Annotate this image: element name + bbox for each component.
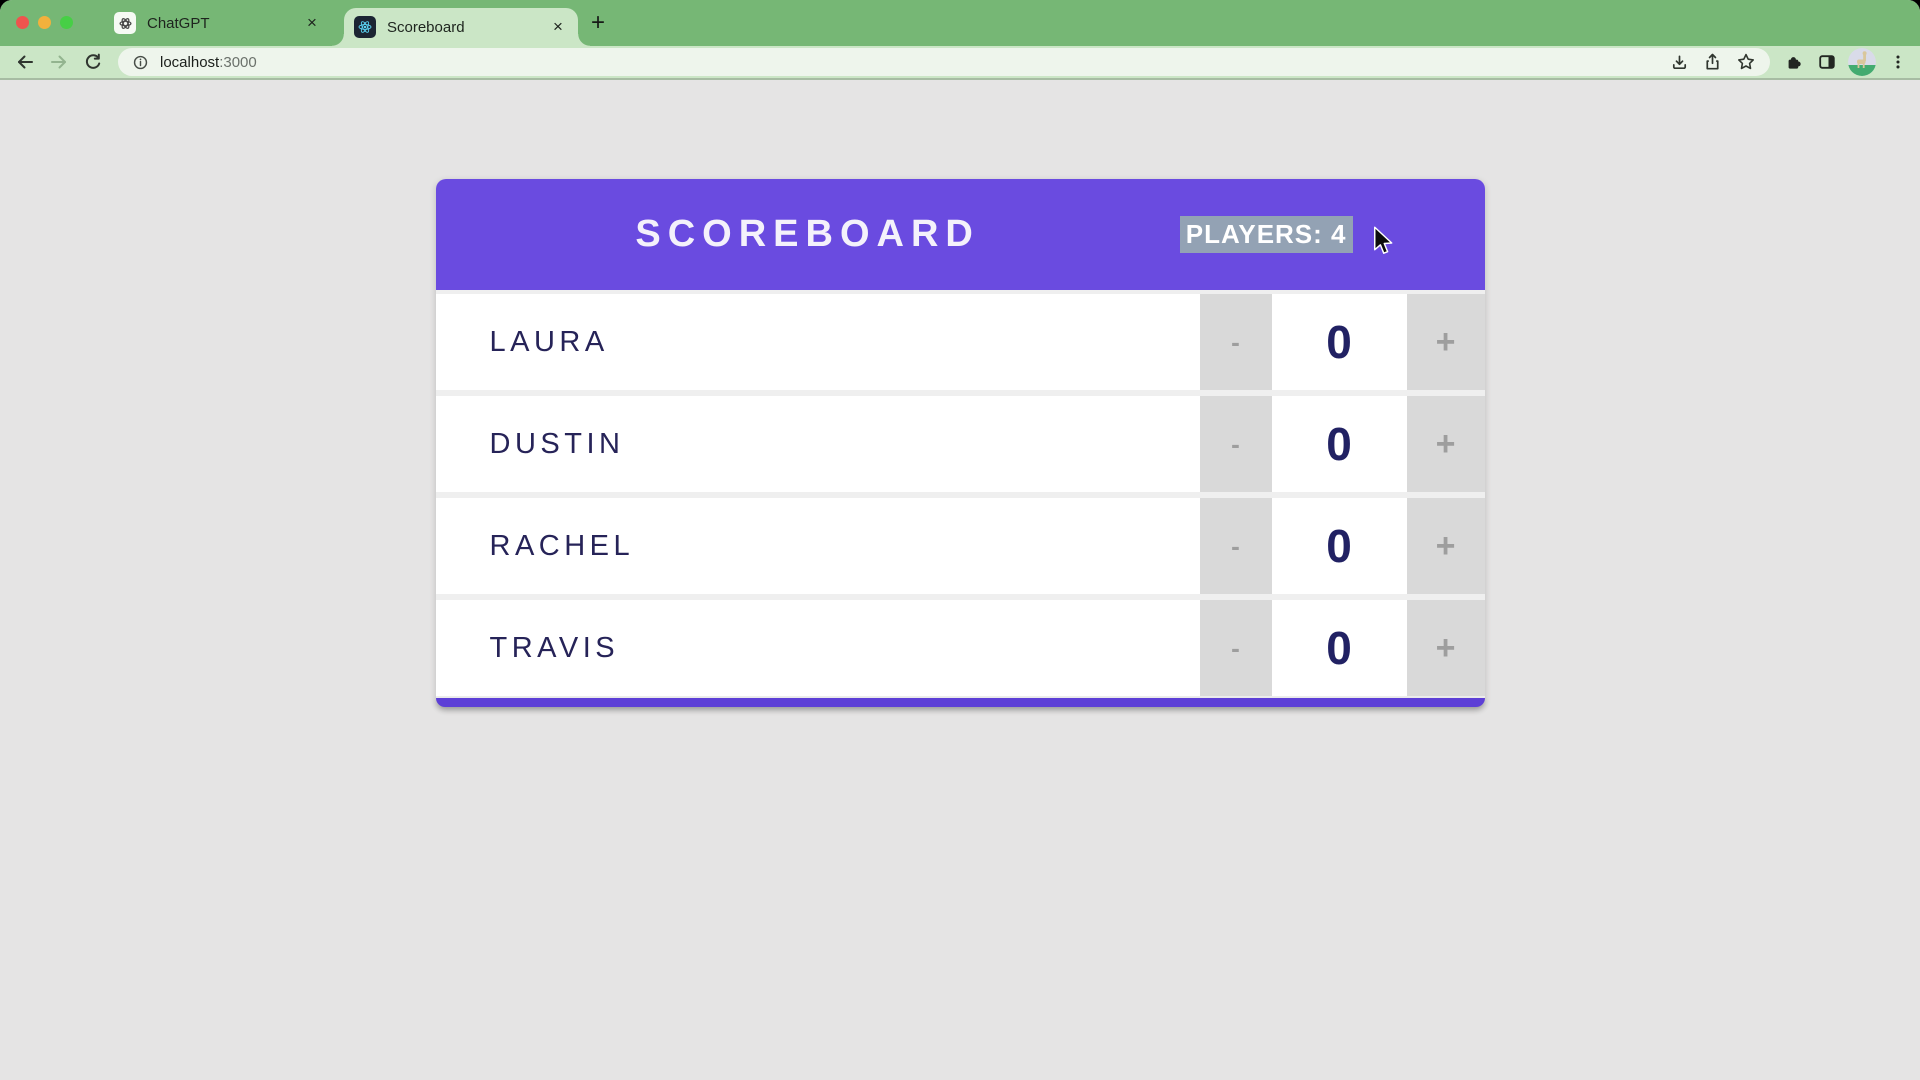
traffic-lights	[16, 16, 73, 29]
chatgpt-favicon-icon	[114, 12, 136, 34]
increment-button[interactable]: +	[1406, 294, 1485, 390]
mouse-cursor	[1374, 226, 1393, 254]
page-title: SCOREBOARD	[635, 213, 980, 255]
card-bottom-accent	[435, 698, 1485, 707]
increment-button[interactable]: +	[1406, 498, 1485, 594]
extensions-puzzle-icon[interactable]	[1784, 52, 1805, 73]
increment-button[interactable]: +	[1406, 600, 1485, 696]
page-content: SCOREBOARD PLAYERS: 4 LAURA - 0 + DUSTIN…	[0, 179, 1920, 1080]
zoom-window-button[interactable]	[60, 16, 73, 29]
player-name: LAURA	[435, 294, 1200, 390]
profile-avatar[interactable]	[1848, 48, 1876, 76]
site-info-icon[interactable]	[130, 52, 151, 73]
browser-toolbar: localhost:3000	[0, 46, 1920, 80]
share-icon[interactable]	[1702, 52, 1723, 73]
reload-button[interactable]	[78, 48, 108, 76]
tab-chatgpt[interactable]: ChatGPT ×	[104, 0, 332, 46]
decrement-button[interactable]: -	[1199, 600, 1272, 696]
tab-scoreboard-label: Scoreboard	[387, 18, 465, 36]
player-name: TRAVIS	[435, 600, 1200, 696]
address-bar[interactable]: localhost:3000	[118, 48, 1770, 76]
tab-scoreboard[interactable]: Scoreboard ×	[332, 8, 590, 46]
address-url[interactable]: localhost:3000	[160, 54, 257, 71]
scoreboard-header: SCOREBOARD PLAYERS: 4	[435, 179, 1485, 290]
player-name: DUSTIN	[435, 396, 1200, 492]
decrement-button[interactable]: -	[1199, 396, 1272, 492]
side-panel-icon[interactable]	[1816, 52, 1837, 73]
player-rows: LAURA - 0 + DUSTIN - 0 + RACHEL - 0 +	[435, 294, 1485, 696]
minimize-window-button[interactable]	[38, 16, 51, 29]
player-name: RACHEL	[435, 498, 1200, 594]
player-score: 0	[1271, 600, 1407, 696]
toolbar-right-cluster	[1780, 48, 1910, 76]
forward-button[interactable]	[44, 48, 74, 76]
bookmark-star-icon[interactable]	[1735, 52, 1756, 73]
tab-strip: ChatGPT × Scoreboard × +	[0, 0, 1920, 46]
decrement-button[interactable]: -	[1199, 294, 1272, 390]
close-tab-icon[interactable]: ×	[307, 13, 317, 32]
new-tab-button[interactable]: +	[590, 9, 605, 36]
scoreboard-card: SCOREBOARD PLAYERS: 4 LAURA - 0 + DUSTIN…	[435, 179, 1485, 707]
player-score: 0	[1271, 498, 1407, 594]
player-score: 0	[1271, 396, 1407, 492]
close-window-button[interactable]	[16, 16, 29, 29]
tab-chatgpt-label: ChatGPT	[147, 14, 210, 32]
players-count-label: PLAYERS: 4	[1179, 216, 1353, 253]
close-tab-icon[interactable]: ×	[553, 17, 563, 36]
back-button[interactable]	[10, 48, 40, 76]
players-count: PLAYERS: 4	[1179, 216, 1353, 253]
player-score: 0	[1271, 294, 1407, 390]
url-port: :3000	[219, 53, 257, 71]
player-row-rachel: RACHEL - 0 +	[435, 498, 1485, 594]
player-row-travis: TRAVIS - 0 +	[435, 600, 1485, 696]
increment-button[interactable]: +	[1406, 396, 1485, 492]
download-icon[interactable]	[1669, 52, 1690, 73]
decrement-button[interactable]: -	[1199, 498, 1272, 594]
browser-menu-icon[interactable]	[1887, 52, 1908, 73]
player-row-dustin: DUSTIN - 0 +	[435, 396, 1485, 492]
player-row-laura: LAURA - 0 +	[435, 294, 1485, 390]
react-favicon-icon	[354, 16, 376, 38]
url-host: localhost	[160, 53, 220, 71]
